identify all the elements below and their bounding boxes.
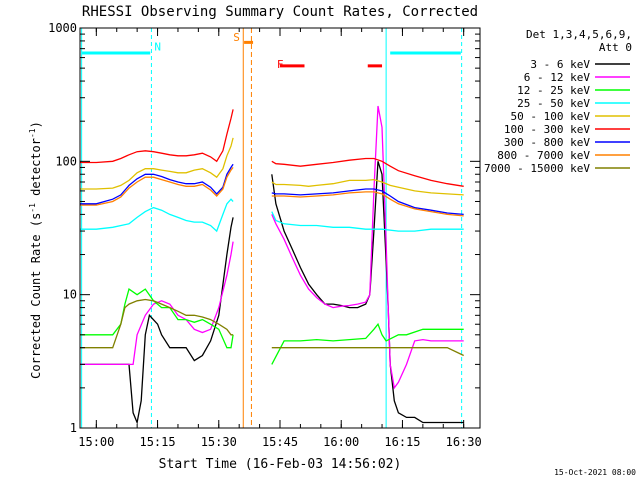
x-tick-label-0: 15:00 <box>78 435 114 449</box>
svg-text:Corrected Count Rate (s-1 dete: Corrected Count Rate (s-1 detector-1) <box>28 121 43 379</box>
y-tick-label-1: 10 <box>63 288 77 302</box>
series-line-7-seg-1 <box>271 191 464 217</box>
legend-header-line-2: Att 0 <box>599 41 632 54</box>
series-line-5-seg-1 <box>271 157 464 187</box>
series-line-1-seg-1 <box>271 105 464 390</box>
legend-label-8: 7000 - 15000 keV <box>484 162 590 175</box>
annotation-n: N <box>154 40 161 53</box>
chart-title: RHESSI Observing Summary Count Rates, Co… <box>82 4 478 20</box>
series-line-2-seg-0 <box>80 288 234 349</box>
annotation-f: F <box>277 58 284 71</box>
series-line-2-seg-1 <box>271 322 464 365</box>
legend-label-1: 6 - 12 keV <box>524 71 591 84</box>
series-line-3-seg-1 <box>271 211 464 232</box>
legend-label-5: 100 - 300 keV <box>504 123 590 136</box>
ylabel-sup2: -1 <box>28 128 37 138</box>
series-line-8-seg-1 <box>271 347 464 357</box>
series-line-4-seg-1 <box>271 178 464 196</box>
series-line-1-seg-0 <box>80 241 234 366</box>
annotation-markers: N S F <box>154 31 283 71</box>
y-axis-label: Corrected Count Rate (s-1 detector-1) <box>28 121 43 379</box>
y-tick-label-0: 1 <box>70 421 77 435</box>
plot-frame <box>79 27 481 429</box>
ylabel-mid: detector <box>29 138 43 203</box>
series-line-0-seg-1 <box>271 161 464 424</box>
ylabel-sup1: -1 <box>28 203 37 213</box>
series-line-6-seg-0 <box>80 163 234 205</box>
x-tick-label-3: 15:45 <box>262 435 298 449</box>
legend-label-7: 800 - 7000 keV <box>497 149 590 162</box>
x-ticks: 15:00 15:15 15:30 15:45 16:00 16:15 16:30 <box>78 28 482 449</box>
ylabel-main: Corrected Count Rate (s <box>29 213 43 379</box>
x-tick-label-1: 15:15 <box>139 435 175 449</box>
series-line-6-seg-1 <box>271 188 464 216</box>
y-ticks: 1 10 100 1000 <box>48 21 480 435</box>
timestamp: 15-Oct-2021 08:00 <box>554 468 636 477</box>
legend-label-3: 25 - 50 keV <box>517 97 590 110</box>
x-tick-label-6: 16:30 <box>446 435 482 449</box>
legend-header-line-1: Det 1,3,4,5,6,9, <box>526 28 632 41</box>
ylabel-end: ) <box>29 121 43 128</box>
x-tick-label-5: 16:15 <box>384 435 420 449</box>
x-tick-label-4: 16:00 <box>323 435 359 449</box>
legend-label-4: 50 - 100 keV <box>511 110 591 123</box>
annotation-s: S <box>233 31 240 44</box>
legend-label-2: 12 - 25 keV <box>517 84 590 97</box>
series-line-7-seg-0 <box>80 167 234 206</box>
series-line-0-seg-0 <box>80 217 234 425</box>
series-line-5-seg-0 <box>80 109 234 164</box>
x-axis-label: Start Time (16-Feb-03 14:56:02) <box>159 457 402 472</box>
legend-label-6: 300 - 800 keV <box>504 136 590 149</box>
x-tick-label-2: 15:30 <box>201 435 237 449</box>
series-line-3-seg-0 <box>80 198 234 233</box>
overlay-lines <box>81 28 463 428</box>
series-line-4-seg-0 <box>80 137 234 190</box>
series-line-8-seg-0 <box>80 298 234 349</box>
y-tick-label-3: 1000 <box>48 21 77 35</box>
legend-label-0: 3 - 6 keV <box>530 58 590 71</box>
series-lines <box>80 105 464 425</box>
y-tick-label-2: 100 <box>55 154 77 168</box>
